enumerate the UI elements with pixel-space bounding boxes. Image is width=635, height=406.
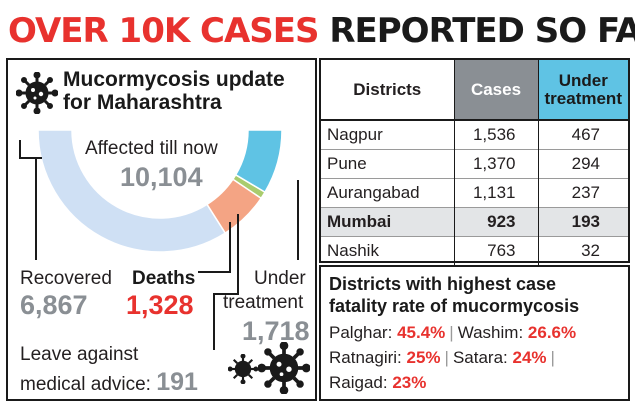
fatality-district: Washim bbox=[457, 323, 519, 342]
table-row: Nagpur 1,536 467 bbox=[321, 120, 628, 149]
lama-label-line1: Leave against bbox=[20, 344, 139, 365]
districts-table: Districts Cases Under treatment Nagpur 1… bbox=[321, 60, 628, 265]
lama-label-text: medical advice: bbox=[20, 374, 151, 395]
district-name: Pune bbox=[321, 148, 454, 178]
under-treatment-label-line1: Under bbox=[254, 268, 306, 289]
district-under-treatment: 193 bbox=[537, 206, 628, 236]
districts-table-panel: Districts Cases Under treatment Nagpur 1… bbox=[319, 58, 630, 265]
district-under-treatment: 32 bbox=[537, 235, 628, 265]
header-districts: Districts bbox=[321, 60, 454, 121]
fatality-pct: 23% bbox=[392, 373, 427, 392]
affected-value: 10,104 bbox=[120, 162, 203, 192]
header-under-treatment: Under treatment bbox=[537, 60, 628, 121]
fatality-title-line2: fatality rate of mucormycosis bbox=[329, 296, 580, 316]
table-row: Aurangabad 1,131 237 bbox=[321, 177, 628, 207]
panel-title: Mucormycosis update for Maharashtra bbox=[63, 68, 285, 114]
deaths-value: 1,328 bbox=[126, 290, 194, 320]
district-name: Mumbai bbox=[321, 206, 454, 236]
donut-slice-under-treatment bbox=[234, 129, 283, 194]
fatality-pct: 25% bbox=[406, 348, 441, 367]
fatality-pct: 26.6% bbox=[527, 323, 577, 342]
district-under-treatment: 467 bbox=[537, 120, 628, 149]
district-name: Nashik bbox=[321, 235, 454, 265]
district-cases: 923 bbox=[453, 206, 538, 236]
leader-line-deaths bbox=[198, 222, 231, 273]
fatality-district: Palghar bbox=[329, 323, 388, 342]
table-header-row: Districts Cases Under treatment bbox=[321, 60, 628, 121]
recovered-label: Recovered bbox=[20, 268, 112, 289]
fatality-district: Ratnagiri bbox=[329, 348, 398, 367]
district-under-treatment: 294 bbox=[537, 148, 628, 178]
leader-line-recovered bbox=[19, 140, 42, 260]
virus-icon-large bbox=[258, 342, 310, 394]
lama-value: 191 bbox=[156, 368, 198, 396]
headline-part-dark: REPORTED SO FAR bbox=[329, 11, 635, 51]
table-row: Nashik 763 32 bbox=[321, 235, 628, 265]
separator: | bbox=[550, 348, 555, 367]
recovered-value: 6,867 bbox=[20, 290, 88, 320]
district-name: Nagpur bbox=[327, 124, 383, 144]
panel-title-line2: for Maharashtra bbox=[63, 91, 222, 114]
affected-label: Affected till now bbox=[85, 138, 218, 159]
under-treatment-label-line2: treatment bbox=[223, 292, 304, 313]
district-cases: 1,370 bbox=[453, 148, 538, 178]
fatality-line-1: Palghar: 45.4% | Washim: 26.6% bbox=[329, 323, 577, 342]
lama-label-line2: medical advice: 191 bbox=[20, 368, 198, 397]
district-under-treatment: 237 bbox=[537, 177, 628, 207]
separator: | bbox=[449, 323, 454, 342]
virus-icon-small bbox=[228, 354, 258, 384]
header-cases: Cases bbox=[453, 60, 538, 121]
fatality-district: Satara bbox=[452, 348, 504, 367]
header-under-line1: Under bbox=[558, 70, 608, 90]
fatality-line-3: Raigad: 23% bbox=[329, 373, 427, 392]
deaths-label: Deaths bbox=[132, 268, 196, 289]
semi-donut-chart bbox=[19, 129, 299, 350]
leader-line-lama bbox=[213, 214, 239, 350]
fatality-pct: 24% bbox=[512, 348, 547, 367]
district-cases: 763 bbox=[453, 235, 538, 265]
district-cases: 1,536 bbox=[453, 120, 538, 149]
fatality-rate-panel: Districts with highest case fatality rat… bbox=[319, 265, 630, 401]
table-row: Pune 1,370 294 bbox=[321, 148, 628, 178]
panel-title-line1: Mucormycosis update bbox=[63, 68, 285, 91]
headline-part-red: OVER 10K CASES bbox=[8, 11, 320, 51]
maharashtra-update-panel: Mucormycosis update for Maharashtra Affe… bbox=[6, 58, 317, 401]
fatality-pct: 45.4% bbox=[397, 323, 446, 342]
district-name: Aurangabad bbox=[321, 177, 454, 207]
fatality-title-line1: Districts with highest case bbox=[329, 274, 557, 294]
separator: | bbox=[444, 348, 449, 367]
fatality-line-2: Ratnagiri: 25% | Satara: 24% | bbox=[329, 348, 555, 367]
under-treatment-value: 1,718 bbox=[242, 316, 310, 346]
header-under-line2: treatment bbox=[544, 88, 622, 108]
headline: OVER 10K CASES REPORTED SO FAR bbox=[8, 6, 635, 56]
district-cases: 1,131 bbox=[453, 177, 538, 207]
fatality-district: Raigad bbox=[329, 373, 383, 392]
virus-icon bbox=[16, 72, 58, 114]
fatality-rate-title: Districts with highest case fatality rat… bbox=[329, 273, 579, 317]
table-row-highlighted: Mumbai 923 193 bbox=[321, 206, 628, 236]
